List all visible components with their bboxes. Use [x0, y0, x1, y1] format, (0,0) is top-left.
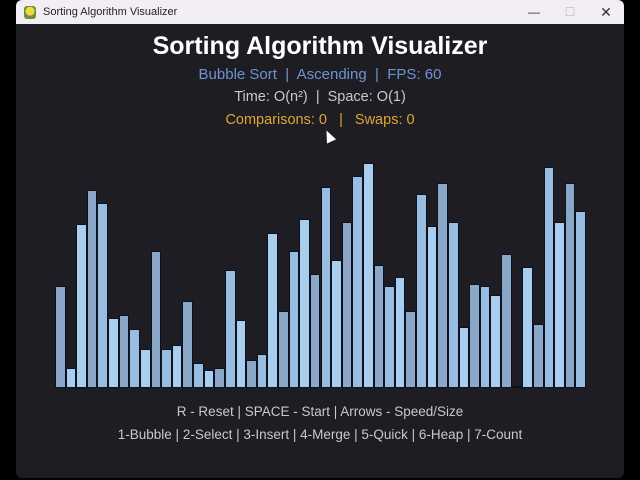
array-bar — [246, 360, 257, 388]
array-bar — [97, 203, 109, 388]
array-bar — [554, 222, 565, 388]
app-window: Sorting Algorithm Visualizer — ☐ ✕ Sorti… — [16, 0, 624, 478]
array-bar — [203, 370, 215, 388]
complexity-info: Time: O(n²) | Space: O(1) — [234, 89, 406, 105]
array-bar — [458, 327, 470, 388]
array-bar — [405, 311, 417, 388]
array-bar — [331, 260, 342, 388]
array-bar — [86, 190, 98, 388]
array-bar — [469, 284, 480, 388]
array-bar — [150, 251, 162, 388]
array-bar — [352, 176, 363, 388]
array-bar — [575, 211, 586, 388]
array-bar — [65, 368, 77, 388]
title-bar[interactable]: Sorting Algorithm Visualizer — ☐ ✕ — [16, 0, 624, 24]
visualizer-canvas[interactable]: Sorting Algorithm Visualizer Bubble Sort… — [16, 24, 624, 478]
array-bar — [564, 183, 576, 388]
array-bar — [76, 224, 87, 388]
array-bar — [288, 251, 300, 388]
array-bar — [394, 277, 406, 388]
array-bar — [193, 363, 204, 388]
array-bar — [511, 386, 523, 388]
close-button[interactable]: ✕ — [600, 3, 612, 20]
array-bar — [416, 194, 427, 388]
array-bar — [161, 349, 172, 388]
algorithm-info: Bubble Sort | Ascending | FPS: 60 — [198, 66, 442, 83]
array-bar — [479, 286, 491, 388]
array-bar — [118, 315, 130, 388]
minimize-button[interactable]: — — [528, 5, 540, 19]
array-bar — [224, 270, 236, 388]
array-bar — [490, 295, 502, 388]
array-bar — [256, 354, 268, 388]
array-bar — [182, 301, 194, 388]
maximize-button[interactable]: ☐ — [564, 5, 576, 19]
array-bar — [235, 320, 247, 388]
stats-info: Comparisons: 0 | Swaps: 0 — [225, 112, 415, 128]
bar-chart — [55, 154, 586, 388]
array-bar — [320, 187, 332, 388]
array-bar — [437, 183, 448, 388]
array-bar — [139, 349, 151, 388]
array-bar — [373, 265, 385, 388]
controls-help: R - Reset | SPACE - Start | Arrows - Spe… — [176, 404, 464, 419]
array-bar — [447, 222, 459, 388]
array-bar — [278, 311, 289, 388]
mouse-cursor-icon — [321, 128, 337, 144]
pygame-icon — [24, 5, 36, 19]
array-bar — [129, 329, 140, 388]
array-bar — [214, 368, 225, 388]
array-bar — [543, 167, 555, 388]
array-bar — [532, 324, 544, 388]
array-bar — [362, 163, 374, 388]
algorithm-keys-help: 1-Bubble | 2-Select | 3-Insert | 4-Merge… — [117, 427, 523, 442]
array-bar — [522, 267, 533, 388]
array-bar — [299, 219, 310, 388]
array-bar — [171, 345, 183, 388]
window-title: Sorting Algorithm Visualizer — [43, 6, 178, 18]
array-bar — [426, 226, 438, 388]
array-bar — [267, 233, 278, 388]
array-bar — [384, 286, 395, 388]
array-bar — [341, 222, 353, 388]
array-bar — [55, 286, 66, 388]
array-bar — [501, 254, 512, 388]
array-bar — [309, 274, 321, 388]
page-title: Sorting Algorithm Visualizer — [152, 32, 488, 60]
array-bar — [108, 318, 119, 388]
